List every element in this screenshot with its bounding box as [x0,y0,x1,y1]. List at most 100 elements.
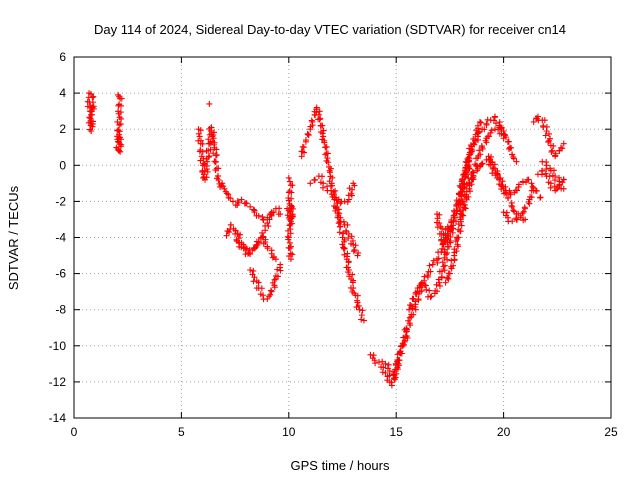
data-point [453,197,460,204]
data-point [286,239,293,246]
data-point [268,288,275,295]
data-point [250,267,257,274]
data-point [197,127,204,134]
data-point [472,161,479,168]
data-point [212,167,219,174]
data-point [438,268,445,275]
data-point [352,242,359,249]
series-arc-14 [406,113,508,313]
data-point [444,274,451,281]
data-point [415,297,422,304]
x-tick-label: 20 [497,425,511,439]
data-point [492,126,499,133]
data-point [424,272,431,279]
data-point [89,99,96,106]
data-point [497,124,504,131]
data-point [423,286,430,293]
data-point [307,180,314,187]
data-point [436,211,443,218]
data-point [269,254,276,261]
data-point [426,262,433,269]
data-point [405,317,412,324]
data-point [348,233,355,240]
data-point [455,243,462,250]
data-point [247,266,254,273]
data-point [341,236,348,243]
data-point [551,177,558,184]
data-point [285,214,292,221]
data-point [400,341,407,348]
data-point [253,243,260,250]
data-point [298,148,305,155]
data-point [276,205,283,212]
data-point [349,279,356,286]
data-point [116,114,123,121]
data-point [488,153,495,160]
data-point [235,199,242,206]
data-point [246,251,253,258]
data-point [356,306,363,313]
data-point [403,333,410,340]
data-point [474,133,481,140]
data-point [89,104,96,111]
data-point [454,234,461,241]
data-point [287,208,294,215]
data-point [328,191,335,198]
data-point [220,183,227,190]
data-point [509,203,516,210]
x-tick-label: 15 [390,425,404,439]
data-point [359,307,366,314]
data-point [538,171,545,178]
data-point [460,201,467,208]
data-point [497,175,504,182]
data-point [251,209,258,216]
data-point [304,130,311,137]
data-point [340,244,347,251]
y-tick-label: -14 [49,411,67,425]
data-point [479,160,486,167]
data-point [354,299,361,306]
data-point [208,124,215,131]
data-point [267,291,274,298]
data-point [441,249,448,256]
series-arc-04 [206,100,213,107]
data-point [264,245,271,252]
data-point [221,185,228,192]
series-arc-06 [234,230,279,263]
data-point [478,142,485,149]
data-point [519,178,526,185]
data-point [385,361,392,368]
data-point [458,196,465,203]
data-point [391,368,398,375]
data-point [196,133,203,140]
data-point [205,136,212,143]
data-point [543,166,550,173]
data-point [260,216,267,223]
data-point [204,168,211,175]
data-point [255,212,262,219]
data-point [207,146,214,153]
chart-title: Day 114 of 2024, Sidereal Day-to-day VTE… [94,22,566,37]
series-arc-15 [433,211,452,248]
data-point [434,215,441,222]
series-arc-01 [84,90,97,135]
data-point [476,118,483,125]
data-point [403,325,410,332]
data-point [537,194,544,201]
data-point [345,269,352,276]
data-point [550,142,557,149]
data-point [335,206,342,213]
data-point [339,241,346,248]
data-point [208,130,215,137]
data-point [265,223,272,230]
data-point [227,221,234,228]
data-point [212,159,219,166]
data-point [499,178,506,185]
data-point [266,293,273,300]
data-point [489,165,496,172]
data-point [466,158,473,165]
data-point [264,220,271,227]
data-point [213,175,220,182]
data-point [512,187,519,194]
data-point [509,151,516,158]
